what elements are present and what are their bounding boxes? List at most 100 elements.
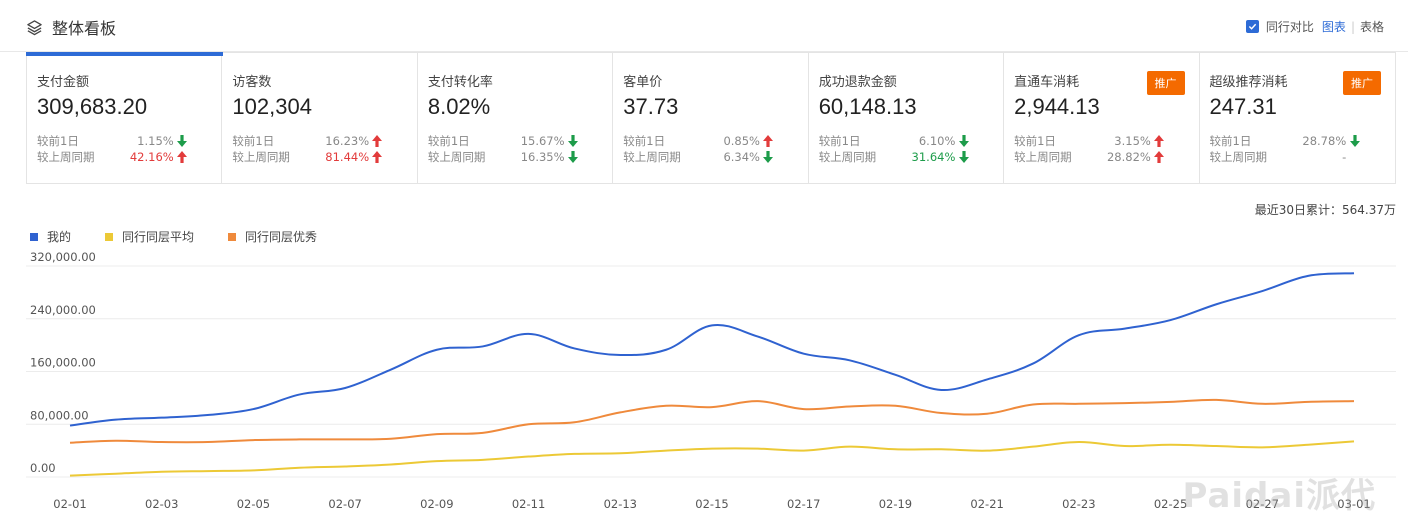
- view-separator: |: [1350, 19, 1355, 34]
- arrow-down-icon: [1346, 133, 1360, 149]
- x-tick-label: 02-19: [879, 497, 912, 511]
- metrics-panel: 支付金额 309,683.20 较前1日 1.15% 较上周同期 42.16% …: [25, 52, 1396, 184]
- check-icon: [1248, 23, 1257, 30]
- promote-button[interactable]: 推广: [1146, 71, 1185, 95]
- day-compare-label: 较前1日: [427, 134, 470, 148]
- week-compare-row: 较上周同期 6.34%: [623, 149, 774, 165]
- legend-item[interactable]: 我的: [30, 228, 71, 245]
- metric-comparisons: 较前1日 0.85% 较上周同期 6.34%: [623, 133, 774, 165]
- x-tick-label: 02-25: [1154, 497, 1187, 511]
- metric-comparisons: 较前1日 16.23% 较上周同期 81.44%: [232, 133, 383, 165]
- arrow-down-icon: [565, 133, 578, 149]
- series-line: [69, 272, 1355, 427]
- metric-value: 37.73: [623, 94, 679, 119]
- series-line: [69, 440, 1355, 477]
- week-compare-value: 81.44%: [325, 150, 370, 164]
- week-compare-value: 16.35%: [520, 150, 565, 164]
- arrow-up-icon: [760, 133, 774, 149]
- week-compare-label: 较上周同期: [623, 150, 681, 164]
- day-compare-row: 较前1日 6.10%: [819, 133, 969, 149]
- arrow-down-icon: [174, 133, 188, 149]
- x-tick-label: 02-27: [1246, 497, 1279, 511]
- metric-card[interactable]: 访客数 102,304 较前1日 16.23% 较上周同期 81.44%: [222, 53, 418, 183]
- week-compare-value: -: [1342, 150, 1347, 164]
- metric-label: 成功退款金额: [818, 75, 897, 90]
- x-tick-label: 02-15: [695, 497, 728, 511]
- arrow-down-icon: [565, 149, 578, 165]
- series-line: [69, 398, 1355, 444]
- day-compare-value: 6.10%: [918, 134, 956, 148]
- week-compare-label: 较上周同期: [1014, 150, 1072, 164]
- day-compare-value: 15.67%: [520, 134, 565, 148]
- metric-value: 60,148.13: [818, 94, 917, 119]
- x-tick-label: 02-13: [604, 497, 637, 511]
- week-compare-value: 42.16%: [129, 150, 174, 164]
- y-tick-label: 0.00: [30, 461, 56, 475]
- day-compare-label: 较前1日: [37, 134, 79, 148]
- metric-label: 访客数: [232, 75, 272, 90]
- promote-button[interactable]: 推广: [1342, 71, 1381, 95]
- title-group: 整体看板: [26, 15, 116, 39]
- arrow-up-icon: [369, 149, 383, 165]
- day-compare-label: 较前1日: [232, 134, 275, 148]
- metric-card[interactable]: 客单价 37.73 较前1日 0.85% 较上周同期 6.34%: [613, 53, 809, 183]
- x-tick-label: 02-05: [237, 497, 270, 511]
- x-tick-label: 02-01: [53, 497, 86, 511]
- x-tick-label: 02-11: [512, 497, 545, 511]
- metric-label: 超级推荐消耗: [1209, 75, 1288, 90]
- metric-card[interactable]: 成功退款金额 60,148.13 较前1日 6.10% 较上周同期 31.64%: [809, 53, 1005, 183]
- day-compare-row: 较前1日 15.67%: [428, 133, 578, 149]
- view-table-link[interactable]: 表格: [1359, 20, 1384, 34]
- metric-card[interactable]: 超级推荐消耗 247.31 推广 较前1日 28.78% 较上周同期 -: [1200, 53, 1395, 183]
- arrow-up-icon: [1151, 133, 1165, 149]
- header-controls: 同行对比 图表 | 表格: [1245, 18, 1384, 35]
- legend-item[interactable]: 同行同层平均: [105, 228, 194, 245]
- peer-compare-checkbox[interactable]: [1245, 20, 1259, 33]
- metric-label: 支付转化率: [427, 75, 493, 90]
- day-compare-label: 较前1日: [818, 134, 861, 148]
- week-compare-row: 较上周同期 28.82%: [1014, 149, 1165, 165]
- metric-card[interactable]: 支付金额 309,683.20 较前1日 1.15% 较上周同期 42.16%: [25, 52, 224, 183]
- week-compare-value: 31.64%: [911, 150, 956, 164]
- metric-value: 8.02%: [427, 94, 491, 119]
- x-tick-label: 02-17: [787, 497, 820, 511]
- metric-comparisons: 较前1日 3.15% 较上周同期 28.82%: [1014, 133, 1165, 165]
- page-title: 整体看板: [52, 19, 117, 38]
- legend-label: 同行同层平均: [122, 230, 195, 244]
- metric-comparisons: 较前1日 1.15% 较上周同期 42.16%: [37, 133, 188, 165]
- x-tick-label: 02-07: [328, 497, 361, 511]
- week-compare-row: 较上周同期 16.35%: [428, 149, 578, 165]
- dashboard-header: 整体看板 同行对比 图表 | 表格: [0, 0, 1408, 52]
- no-change-icon: [1346, 149, 1359, 165]
- metric-value: 247.31: [1209, 94, 1277, 119]
- metric-card[interactable]: 直通车消耗 2,944.13 推广 较前1日 3.15% 较上周同期 28.82…: [1004, 53, 1200, 183]
- x-tick-label: 03-01: [1337, 497, 1370, 511]
- peer-compare-label[interactable]: 同行对比: [1265, 20, 1314, 34]
- view-chart-link[interactable]: 图表: [1321, 20, 1346, 34]
- week-compare-label: 较上周同期: [427, 150, 486, 164]
- legend-swatch: [30, 232, 38, 241]
- metric-comparisons: 较前1日 28.78% 较上周同期 -: [1210, 133, 1360, 165]
- metric-label: 支付金额: [37, 75, 90, 90]
- legend-label: 同行同层优秀: [245, 230, 318, 244]
- metric-label: 直通车消耗: [1014, 75, 1080, 90]
- legend-item[interactable]: 同行同层优秀: [228, 228, 317, 245]
- week-compare-label: 较上周同期: [37, 150, 95, 164]
- cumulative-total: 最近30日累计：564.37万: [1254, 203, 1396, 217]
- day-compare-value: 3.15%: [1114, 134, 1151, 148]
- arrow-up-icon: [1151, 149, 1165, 165]
- metric-card[interactable]: 支付转化率 8.02% 较前1日 15.67% 较上周同期 16.35%: [418, 53, 614, 183]
- x-tick-label: 02-03: [145, 497, 178, 511]
- arrow-up-icon: [369, 133, 383, 149]
- day-compare-value: 16.23%: [325, 134, 370, 148]
- y-tick-label: 320,000.00: [30, 250, 96, 264]
- chart-legend: 我的 同行同层平均 同行同层优秀: [30, 228, 351, 245]
- y-tick-label: 160,000.00: [30, 356, 96, 370]
- metric-value: 309,683.20: [37, 94, 148, 119]
- week-compare-label: 较上周同期: [1209, 150, 1268, 164]
- y-tick-label: 240,000.00: [30, 303, 96, 317]
- legend-label: 我的: [47, 230, 72, 244]
- day-compare-row: 较前1日 28.78%: [1210, 133, 1360, 149]
- x-tick-label: 02-09: [420, 497, 453, 511]
- week-compare-value: 28.82%: [1106, 150, 1151, 164]
